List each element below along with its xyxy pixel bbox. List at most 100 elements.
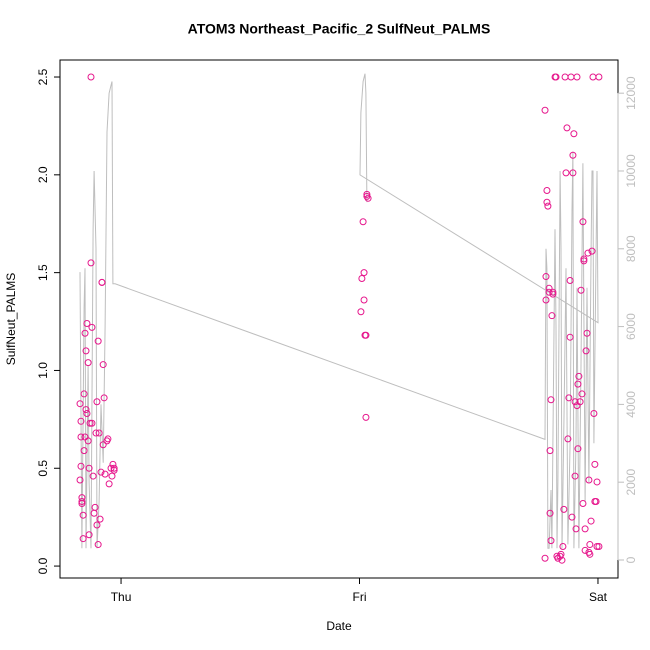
point xyxy=(549,290,557,298)
point xyxy=(82,406,90,414)
point xyxy=(591,460,599,468)
point xyxy=(88,323,96,331)
point xyxy=(93,398,101,406)
point xyxy=(80,447,88,455)
chart-title: ATOM3 Northeast_Pacific_2 SulfNeut_PALMS xyxy=(188,21,491,37)
x-tick-label: Thu xyxy=(111,590,132,604)
point xyxy=(571,398,579,406)
point xyxy=(77,417,85,425)
point xyxy=(568,513,576,521)
point xyxy=(84,359,92,367)
point xyxy=(78,498,86,506)
point xyxy=(593,543,601,551)
point xyxy=(88,419,96,427)
point xyxy=(566,333,574,341)
point xyxy=(76,476,84,484)
point xyxy=(85,464,93,472)
point xyxy=(589,73,597,81)
point xyxy=(572,525,580,533)
y2-tick-label: 8000 xyxy=(624,235,638,262)
point xyxy=(362,413,370,421)
point xyxy=(96,515,104,523)
point xyxy=(92,429,100,437)
point xyxy=(108,472,116,480)
point xyxy=(574,380,582,388)
point xyxy=(571,472,579,480)
point xyxy=(89,472,97,480)
point xyxy=(543,186,551,194)
point xyxy=(87,73,95,81)
point xyxy=(80,390,88,398)
point xyxy=(81,329,89,337)
point xyxy=(593,478,601,486)
point xyxy=(580,257,588,265)
point xyxy=(586,541,594,549)
point xyxy=(357,308,365,316)
point xyxy=(546,447,554,455)
point xyxy=(547,537,555,545)
point xyxy=(582,347,590,355)
point xyxy=(76,400,84,408)
point xyxy=(360,296,368,304)
point xyxy=(569,151,577,159)
y-tick-label: 0.0 xyxy=(36,557,50,574)
point xyxy=(82,347,90,355)
point xyxy=(110,464,118,472)
y2-tick-label: 6000 xyxy=(624,313,638,340)
point xyxy=(359,218,367,226)
point xyxy=(542,273,550,281)
point xyxy=(565,394,573,402)
point xyxy=(90,509,98,517)
y2-tick-label: 0 xyxy=(624,556,638,563)
point xyxy=(91,503,99,511)
point xyxy=(577,286,585,294)
point xyxy=(592,498,600,506)
y-tick-label: 2.0 xyxy=(36,166,50,183)
point xyxy=(581,525,589,533)
point xyxy=(99,441,107,449)
point xyxy=(84,437,92,445)
point xyxy=(548,312,556,320)
point xyxy=(566,276,574,284)
point xyxy=(360,269,368,277)
x-tick-label: Sat xyxy=(589,590,608,604)
point xyxy=(104,435,112,443)
point xyxy=(578,390,586,398)
point xyxy=(546,509,554,517)
point xyxy=(576,398,584,406)
y2-line xyxy=(79,73,599,549)
y2-tick-label: 4000 xyxy=(624,391,638,418)
point xyxy=(584,249,592,257)
point xyxy=(549,288,557,296)
point xyxy=(567,73,575,81)
point xyxy=(545,284,553,292)
point xyxy=(94,337,102,345)
point xyxy=(579,499,587,507)
point xyxy=(362,331,370,339)
point xyxy=(588,247,596,255)
point xyxy=(595,73,603,81)
point xyxy=(561,73,569,81)
point xyxy=(581,546,589,554)
point xyxy=(101,470,109,478)
point xyxy=(586,550,594,558)
y-axis-label: SulfNeut_PALMS xyxy=(4,273,18,366)
point xyxy=(77,433,85,441)
point xyxy=(77,462,85,470)
point xyxy=(590,409,598,417)
y2-tick-label: 10000 xyxy=(624,154,638,188)
point xyxy=(541,554,549,562)
point xyxy=(585,476,593,484)
point xyxy=(564,435,572,443)
plot-box xyxy=(59,59,619,579)
point xyxy=(86,419,94,427)
point xyxy=(100,394,108,402)
point xyxy=(541,106,549,114)
point xyxy=(562,169,570,177)
point xyxy=(78,499,86,507)
point xyxy=(83,319,91,327)
y-tick-label: 1.0 xyxy=(36,362,50,379)
y-tick-label: 0.5 xyxy=(36,460,50,477)
point xyxy=(570,130,578,138)
